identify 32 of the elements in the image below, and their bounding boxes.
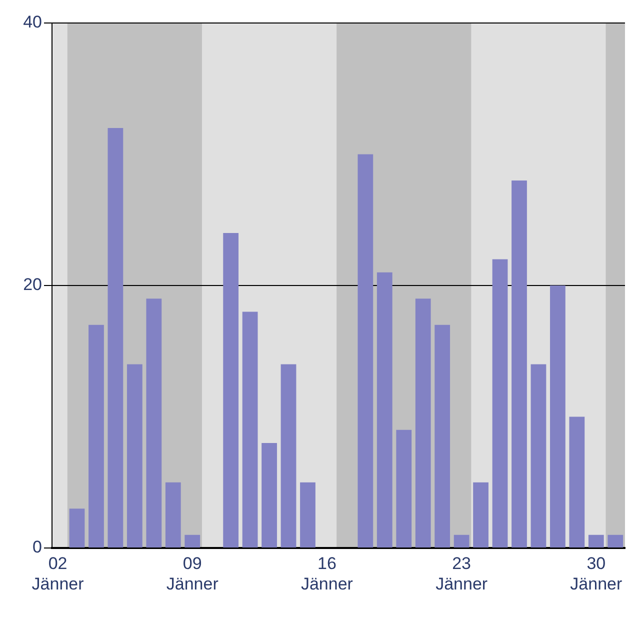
bar: [608, 534, 624, 548]
bar: [126, 364, 142, 548]
bar: [415, 298, 431, 548]
x-tick-label: 30 Jänner: [570, 554, 622, 594]
bar: [358, 154, 374, 548]
bar: [588, 534, 604, 548]
bar: [569, 416, 585, 548]
bar: [492, 259, 508, 548]
bar: [396, 430, 412, 548]
bar: [454, 534, 470, 548]
bar: [262, 443, 277, 548]
bar: [376, 272, 392, 548]
x-tick-label: 23 Jänner: [436, 554, 488, 594]
bar: [434, 324, 450, 548]
bar: [280, 364, 296, 548]
bar: [300, 482, 316, 548]
bar: [512, 180, 527, 548]
y-tick-label: 20: [23, 275, 42, 294]
bar: [69, 508, 85, 548]
bar: [473, 482, 488, 548]
bar: [88, 324, 104, 548]
bar: [184, 534, 200, 548]
y-tick-label: 40: [23, 12, 42, 32]
bar: [530, 364, 546, 548]
bar: [146, 298, 162, 548]
x-tick-label: 16 Jänner: [300, 554, 354, 594]
x-tick-label: 09 Jänner: [166, 554, 219, 594]
bar: [223, 233, 239, 548]
bar: [550, 286, 566, 548]
bar: [242, 312, 258, 548]
bar: [108, 128, 124, 548]
bar: [165, 482, 181, 548]
